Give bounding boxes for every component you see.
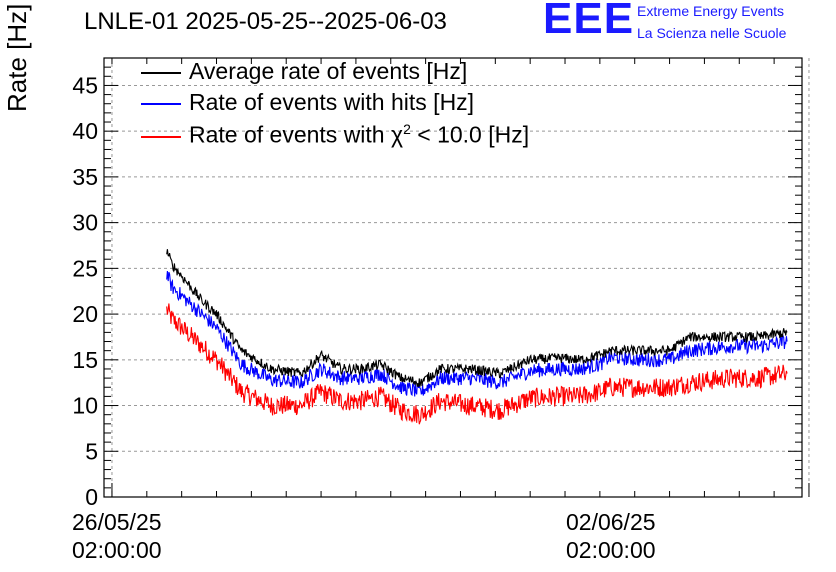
x-tick-label-0: 26/05/25 02:00:00 [72,509,162,563]
y-tick-label: 10 [72,393,98,419]
chart-title: LNLE-01 2025-05-25--2025-06-03 [84,8,447,35]
x-tick-label-1: 02/06/25 02:00:00 [566,509,656,563]
legend-item-average: Average rate of events [Hz] [141,58,467,85]
y-axis-ticks: 0 5 10 15 20 25 30 35 40 45 [72,66,802,510]
y-tick-label: 25 [72,255,98,281]
legend-item-chi2: Rate of events with χ2 < 10.0 [Hz] [141,121,529,149]
eee-logo: EEE [543,0,635,43]
logo-line-2: La Scienza nelle Scuole [637,25,787,41]
y-tick-label: 40 [72,118,98,144]
y-tick-label: 20 [72,301,98,327]
y-axis-label: Rate [Hz] [2,3,32,112]
series-line-0 [166,249,788,387]
y-tick-label: 0 [85,484,98,510]
series-line-1 [166,271,788,397]
series-lines [166,249,788,425]
legend-item-hits: Rate of events with hits [Hz] [141,89,474,116]
y-tick-label: 35 [72,164,98,190]
y-tick-label: 15 [72,347,98,373]
legend-swatch-blue [141,102,181,105]
legend-swatch-black [141,71,181,74]
y-tick-label: 45 [72,72,98,98]
y-tick-label: 30 [72,210,98,236]
series-line-2 [166,303,788,425]
logo-line-1: Extreme Energy Events [637,3,785,19]
grid-lines [104,58,810,497]
legend-swatch-red [141,135,181,138]
y-tick-label: 5 [85,438,98,464]
